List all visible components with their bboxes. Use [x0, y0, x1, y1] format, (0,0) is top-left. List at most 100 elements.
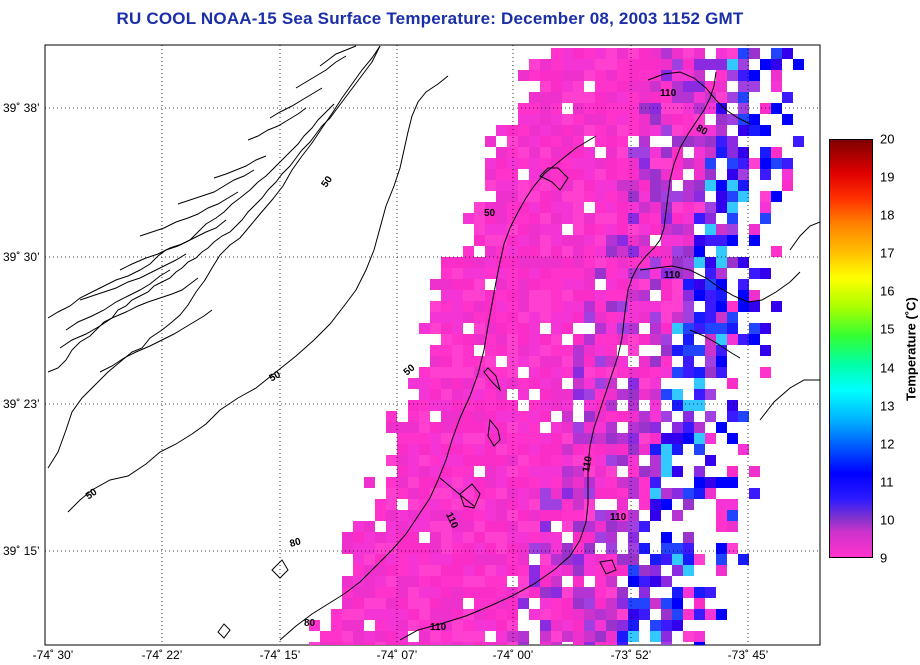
- sst-pixel: [353, 532, 364, 543]
- sst-pixel: [661, 246, 672, 257]
- sst-pixel: [452, 268, 463, 279]
- sst-pixel: [540, 103, 551, 114]
- sst-pixel: [639, 279, 650, 290]
- sst-pixel: [617, 290, 628, 301]
- sst-pixel: [386, 521, 397, 532]
- colorbar-tick-label: 9: [880, 550, 888, 566]
- sst-pixel: [661, 257, 672, 268]
- sst-pixel: [507, 158, 518, 169]
- sst-pixel: [573, 290, 584, 301]
- sst-pixel: [507, 136, 518, 147]
- sst-pixel: [716, 312, 727, 323]
- sst-pixel: [452, 422, 463, 433]
- sst-pixel: [551, 367, 562, 378]
- sst-pixel: [573, 224, 584, 235]
- sst-pixel: [639, 411, 650, 422]
- sst-pixel: [507, 565, 518, 576]
- sst-pixel: [606, 257, 617, 268]
- colorbar-tick-label: 13: [880, 398, 895, 414]
- sst-pixel: [408, 378, 419, 389]
- sst-pixel: [496, 147, 507, 158]
- sst-pixel: [683, 224, 694, 235]
- sst-pixel: [540, 257, 551, 268]
- sst-pixel: [606, 235, 617, 246]
- sst-pixel: [562, 81, 573, 92]
- sst-pixel: [606, 444, 617, 455]
- sst-pixel: [463, 576, 474, 587]
- sst-pixel: [573, 334, 584, 345]
- sst-pixel: [441, 334, 452, 345]
- sst-pixel: [540, 202, 551, 213]
- sst-pixel: [430, 444, 441, 455]
- sst-pixel: [694, 103, 705, 114]
- sst-pixel: [397, 620, 408, 631]
- sst-pixel: [705, 81, 716, 92]
- sst-pixel: [529, 587, 540, 598]
- sst-pixel: [474, 290, 485, 301]
- sst-pixel: [474, 202, 485, 213]
- sst-pixel: [727, 543, 738, 554]
- sst-pixel: [419, 510, 430, 521]
- sst-pixel: [397, 576, 408, 587]
- sst-pixel: [441, 466, 452, 477]
- sst-pixel: [683, 433, 694, 444]
- sst-pixel: [430, 433, 441, 444]
- sst-pixel: [727, 136, 738, 147]
- sst-pixel: [529, 576, 540, 587]
- sst-pixel: [529, 136, 540, 147]
- sst-pixel: [441, 389, 452, 400]
- sst-pixel: [705, 136, 716, 147]
- sst-pixel: [749, 323, 760, 334]
- sst-pixel: [672, 147, 683, 158]
- sst-pixel: [683, 367, 694, 378]
- sst-pixel: [738, 92, 749, 103]
- sst-pixel: [529, 609, 540, 620]
- sst-pixel: [716, 521, 727, 532]
- sst-pixel: [430, 499, 441, 510]
- sst-pixel: [628, 598, 639, 609]
- sst-pixel: [628, 114, 639, 125]
- sst-pixel: [683, 400, 694, 411]
- sst-pixel: [716, 477, 727, 488]
- sst-pixel: [694, 598, 705, 609]
- sst-pixel: [749, 48, 760, 59]
- sst-pixel: [606, 466, 617, 477]
- sst-pixel: [639, 290, 650, 301]
- sst-pixel: [518, 411, 529, 422]
- sst-pixel: [331, 620, 342, 631]
- sst-pixel: [683, 81, 694, 92]
- sst-pixel: [694, 158, 705, 169]
- sst-pixel: [584, 147, 595, 158]
- sst-pixel: [496, 620, 507, 631]
- sst-pixel: [441, 587, 452, 598]
- sst-pixel: [771, 81, 782, 92]
- sst-pixel: [672, 510, 683, 521]
- sst-pixel: [617, 389, 628, 400]
- sst-pixel: [782, 180, 793, 191]
- sst-pixel: [672, 323, 683, 334]
- sst-pixel: [650, 389, 661, 400]
- sst-pixel: [782, 48, 793, 59]
- sst-pixel: [606, 477, 617, 488]
- sst-pixel: [606, 312, 617, 323]
- sst-pixel: [705, 367, 716, 378]
- sst-pixel: [573, 169, 584, 180]
- sst-pixel: [496, 290, 507, 301]
- sst-pixel: [430, 466, 441, 477]
- sst-pixel: [430, 587, 441, 598]
- sst-pixel: [606, 543, 617, 554]
- sst-pixel: [419, 598, 430, 609]
- sst-pixel: [639, 125, 650, 136]
- sst-pixel: [595, 158, 606, 169]
- sst-pixel: [540, 70, 551, 81]
- sst-pixel: [540, 224, 551, 235]
- sst-pixel: [606, 620, 617, 631]
- sst-pixel: [562, 180, 573, 191]
- sst-pixel: [551, 92, 562, 103]
- sst-pixel: [397, 565, 408, 576]
- sst-pixel: [683, 631, 694, 642]
- sst-pixel: [694, 433, 705, 444]
- sst-pixel: [639, 477, 650, 488]
- sst-pixel: [518, 323, 529, 334]
- sst-pixel: [606, 433, 617, 444]
